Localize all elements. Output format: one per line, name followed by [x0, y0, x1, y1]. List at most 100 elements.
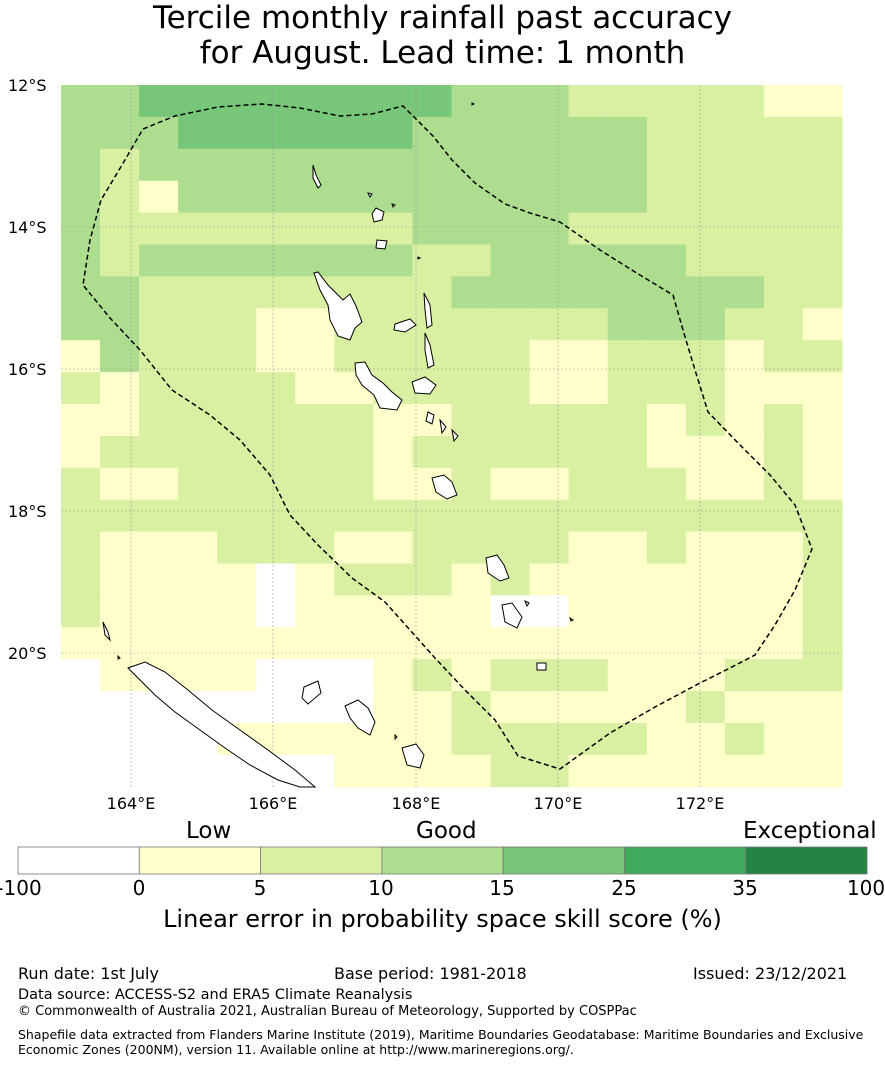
skill-cell [529, 180, 570, 214]
skill-cell [802, 754, 843, 788]
skill-cell [139, 276, 179, 309]
skill-cell [763, 372, 804, 405]
skill-cell [685, 148, 726, 182]
skill-cell [763, 723, 804, 756]
skill-cell [646, 659, 687, 692]
skill-cell [802, 467, 843, 501]
skill-cell [178, 340, 218, 373]
skill-cell [529, 116, 570, 150]
skill-cell [607, 85, 648, 118]
skill-cell [139, 372, 179, 405]
run-date: Run date: 1st July [18, 964, 159, 983]
skill-cell [100, 85, 140, 118]
skill-cell [412, 691, 452, 724]
skill-cell [685, 723, 726, 756]
skill-cell [568, 212, 609, 245]
skill-cell [373, 627, 413, 660]
skill-cell [178, 499, 218, 533]
skill-cell [802, 595, 843, 628]
skill-cell [217, 212, 257, 245]
skill-cell [802, 308, 843, 341]
skill-cell [451, 563, 492, 596]
skill-cell [490, 754, 531, 788]
skill-cell [61, 180, 101, 214]
skill-cell [607, 467, 648, 501]
skill-cell [334, 659, 374, 692]
skill-cell [607, 148, 648, 182]
skill-cell [256, 435, 296, 469]
skill-cell [607, 276, 648, 309]
skill-cell [646, 276, 687, 309]
skill-cell [295, 85, 335, 118]
skill-cell [256, 85, 296, 118]
new-caledonia-coast [102, 621, 425, 788]
skill-cell [334, 435, 374, 469]
skill-cell [295, 404, 335, 437]
skill-cell [256, 659, 296, 692]
colorbar-segment [260, 846, 383, 875]
skill-cell [685, 276, 726, 309]
skill-cell [685, 244, 726, 277]
eez-boundary [82, 103, 813, 770]
skill-cell [61, 659, 101, 692]
skill-cell [685, 691, 726, 724]
skill-cell [451, 212, 492, 245]
skill-cell [100, 499, 140, 533]
skill-cell [685, 754, 726, 788]
skill-cell [217, 499, 257, 533]
skill-cell [685, 435, 726, 469]
skill-cell [607, 435, 648, 469]
skill-cell [529, 212, 570, 245]
skill-cell [763, 595, 804, 628]
skill-cell [373, 244, 413, 277]
skill-cell [139, 340, 179, 373]
skill-cell [178, 116, 218, 150]
skill-cell [256, 531, 296, 564]
skill-cell [490, 85, 531, 118]
colorbar-segment [17, 846, 140, 875]
skill-cell [61, 372, 101, 405]
skill-cell [685, 595, 726, 628]
skill-cell [685, 404, 726, 437]
cb-tick-4: 15 [489, 876, 515, 900]
skill-cell [568, 180, 609, 214]
skill-cell [373, 180, 413, 214]
skill-cell [139, 595, 179, 628]
skill-cell [334, 244, 374, 277]
skill-cell [763, 691, 804, 724]
skill-cell [100, 595, 140, 628]
cb-tick-2: 5 [253, 876, 267, 900]
skill-cell [646, 404, 687, 437]
skill-cell [217, 531, 257, 564]
cb-tick-7: 100 [846, 876, 885, 900]
skill-cell [100, 754, 140, 788]
skill-cell [646, 563, 687, 596]
skill-cell [412, 212, 452, 245]
skill-cell [529, 627, 570, 660]
skill-cell [529, 340, 570, 373]
colorbar-segment [381, 846, 504, 875]
skill-cell [802, 85, 843, 118]
skill-cell [646, 148, 687, 182]
skill-cell [646, 116, 687, 150]
skill-cell [490, 627, 531, 660]
skill-cell [646, 244, 687, 277]
skill-cell [256, 467, 296, 501]
colorbar-title: Linear error in probability space skill … [163, 905, 722, 933]
skill-cell [490, 723, 531, 756]
skill-cell [724, 723, 765, 756]
skill-cell [451, 499, 492, 533]
skill-cell [529, 85, 570, 118]
skill-cell [295, 180, 335, 214]
skill-cell [61, 148, 101, 182]
skill-cell [295, 435, 335, 469]
skill-cell [646, 308, 687, 341]
skill-cell [646, 85, 687, 118]
skill-cell [334, 180, 374, 214]
skill-cell [529, 499, 570, 533]
skill-cell [451, 467, 492, 501]
skill-cell [256, 627, 296, 660]
skill-cell [568, 276, 609, 309]
skill-cell [373, 116, 413, 150]
skill-cell [256, 563, 296, 596]
